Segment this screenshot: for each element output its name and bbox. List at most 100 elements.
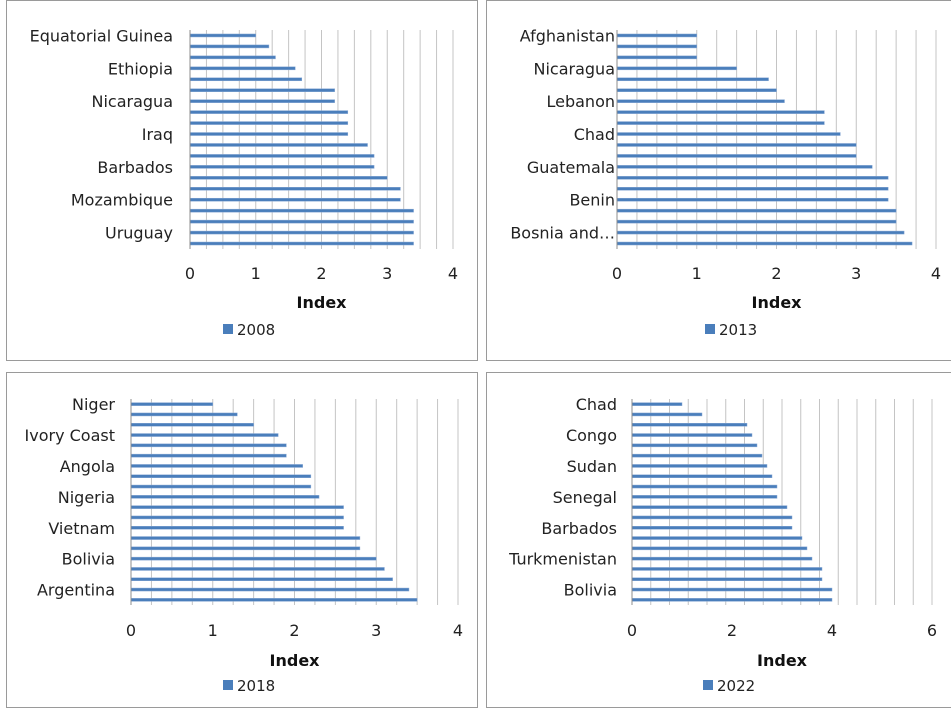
gridlines <box>150 399 459 605</box>
bar <box>631 474 773 478</box>
bar <box>631 402 683 406</box>
bar <box>130 556 377 561</box>
gridlines <box>636 30 937 249</box>
legend-label: 2013 <box>719 321 757 339</box>
bar <box>130 402 213 406</box>
legend-label: 2022 <box>717 677 755 695</box>
bar <box>189 219 414 224</box>
bar <box>631 495 778 499</box>
bar <box>616 88 777 92</box>
legend: 2008 <box>223 321 275 339</box>
bar <box>631 453 763 458</box>
category-label: Angola <box>60 457 115 476</box>
bar <box>130 546 361 551</box>
category-label: Sudan <box>567 457 617 476</box>
x-tick-label: 4 <box>448 264 458 283</box>
category-label: Mozambique <box>71 191 173 210</box>
bar <box>189 208 414 213</box>
legend-label: 2008 <box>237 321 275 339</box>
category-label: Ivory Coast <box>25 426 115 445</box>
legend-swatch <box>703 680 713 690</box>
x-tick-labels: 0 2 4 6 <box>627 621 937 640</box>
bar <box>616 66 737 71</box>
bar <box>130 598 418 602</box>
bar <box>130 484 312 489</box>
bar <box>189 44 270 49</box>
bars <box>189 33 414 246</box>
bar <box>616 197 889 202</box>
bar <box>189 110 349 114</box>
category-label: Argentina <box>37 581 115 600</box>
bar <box>130 505 344 509</box>
bar <box>189 165 375 169</box>
category-label: Bolivia <box>62 550 115 569</box>
legend: 2022 <box>703 677 755 695</box>
bar <box>616 44 697 49</box>
category-label: Senegal <box>553 488 617 507</box>
bar <box>130 423 254 427</box>
bar <box>189 154 375 158</box>
x-axis-title: Index <box>752 293 803 312</box>
legend: 2013 <box>705 321 757 339</box>
category-label: Barbados <box>97 158 173 177</box>
category-labels: Equatorial Guinea Ethiopia Nicaragua Iraq Ba… <box>30 26 173 242</box>
x-tick-labels: 0 1 2 3 4 <box>612 264 941 283</box>
bar <box>189 132 349 136</box>
category-label: Niger <box>72 395 115 414</box>
x-axis-title: Index <box>297 293 348 312</box>
category-label: Turkmenistan <box>508 550 617 569</box>
category-label: Bosnia and… <box>510 224 615 243</box>
bar <box>631 577 823 581</box>
category-label: Iraq <box>142 125 173 144</box>
chart-panel-2008: Equatorial Guinea Ethiopia Nicaragua Iraq Ba… <box>6 0 478 361</box>
bar <box>631 536 803 540</box>
x-tick-label: 2 <box>289 621 299 640</box>
bar <box>616 208 897 213</box>
category-label: Equatorial Guinea <box>30 26 173 45</box>
x-tick-label: 4 <box>931 264 941 283</box>
bar <box>130 464 303 468</box>
legend: 2018 <box>223 677 275 695</box>
bar <box>130 587 410 592</box>
category-label: Nicaragua <box>534 59 616 78</box>
bar <box>189 99 335 103</box>
bar <box>189 176 388 180</box>
x-tick-label: 2 <box>316 264 326 283</box>
category-label: Nicaragua <box>92 92 174 111</box>
bar-chart: Afghanistan Nicaragua Lebanon Chad Guatemala… <box>510 26 941 339</box>
chart-panel-2013: Afghanistan Nicaragua Lebanon Chad Guatemala… <box>486 0 951 361</box>
bar <box>130 536 361 540</box>
bar <box>130 495 320 499</box>
bar <box>616 33 697 38</box>
category-label: Afghanistan <box>520 26 615 45</box>
bar <box>631 567 823 571</box>
category-label: Lebanon <box>546 92 615 111</box>
bar <box>616 154 857 158</box>
x-tick-label: 4 <box>827 621 837 640</box>
x-tick-label: 0 <box>126 621 136 640</box>
bar <box>189 197 401 202</box>
x-tick-label: 0 <box>185 264 195 283</box>
bar <box>189 77 303 82</box>
category-label: Uruguay <box>105 224 173 243</box>
bar <box>130 515 344 520</box>
category-label: Benin <box>569 191 615 210</box>
x-axis-title: Index <box>270 651 321 670</box>
category-labels: Niger Ivory Coast Angola Nigeria Vietnam Boli… <box>25 395 116 599</box>
bar <box>616 176 889 180</box>
x-tick-labels: 0 1 2 3 4 <box>185 264 458 283</box>
bar <box>616 241 913 246</box>
category-label: Nigeria <box>58 488 115 507</box>
gridlines <box>205 30 454 249</box>
bar <box>616 121 825 125</box>
bar <box>631 423 748 427</box>
legend-swatch <box>705 324 715 334</box>
x-tick-label: 4 <box>453 621 463 640</box>
x-tick-label: 1 <box>692 264 702 283</box>
bars <box>130 402 418 602</box>
bar <box>616 132 841 136</box>
bar <box>189 121 349 125</box>
category-label: Bolivia <box>564 581 617 600</box>
x-tick-label: 3 <box>371 621 381 640</box>
bar-chart: Equatorial Guinea Ethiopia Nicaragua Iraq Ba… <box>30 26 459 339</box>
